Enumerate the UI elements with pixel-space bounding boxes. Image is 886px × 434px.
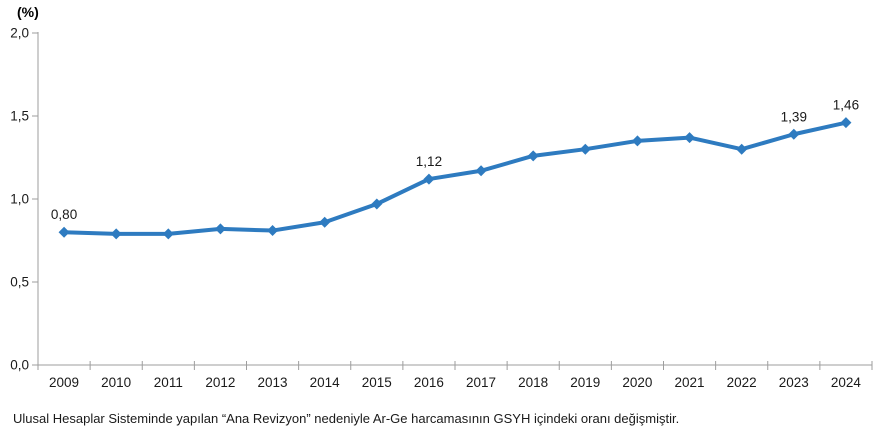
data-point-2015 [371,198,383,210]
data-point-2012 [214,223,226,235]
x-axis-tick-label-2015: 2015 [362,375,392,390]
y-axis-tick-label: 1,0 [10,192,29,207]
data-label-2024: 1,46 [833,98,859,113]
data-point-2010 [110,228,122,240]
x-axis-tick-label-2018: 2018 [518,375,548,390]
data-line [62,120,848,236]
x-axis-tick-label-2021: 2021 [675,375,705,390]
data-point-2011 [162,228,174,240]
data-point-2014 [319,216,331,228]
y-axis-tick-label: 0,0 [10,358,29,373]
x-axis-tick-label-2019: 2019 [570,375,600,390]
x-axis-tick-label-2017: 2017 [466,375,496,390]
data-point-2017 [475,165,487,177]
y-axis-tick-label: 0,5 [10,275,29,290]
data-point-2016 [423,173,435,185]
x-axis-tick-label-2013: 2013 [258,375,288,390]
footnote: Ulusal Hesaplar Sisteminde yapılan “Ana … [13,411,680,426]
x-axis-tick-label-2009: 2009 [49,375,79,390]
x-axis-tick-label-2016: 2016 [414,375,444,390]
data-point-2022 [736,143,748,155]
x-axis-tick-label-2024: 2024 [831,375,862,390]
data-point-2019 [579,143,591,155]
x-axis-tick-label-2012: 2012 [205,375,235,390]
data-point-2013 [267,225,279,237]
x-axis-tick-label-2023: 2023 [779,375,809,390]
data-label-2023: 1,39 [781,109,807,124]
x-axis-tick-label-2014: 2014 [310,375,341,390]
x-axis-tick-label-2022: 2022 [727,375,757,390]
x-axis-tick-label-2010: 2010 [101,375,131,390]
data-point-2023 [788,128,800,140]
data-point-2021 [684,132,696,144]
line-chart: 0,0 0,5 1,0 1,5 2,0 2009 2010 2011 2012 2013 2014 2… [10,26,873,390]
data-point-2018 [527,150,539,162]
y-axis-unit-title: (%) [17,4,39,20]
y-axis-tick-label: 1,5 [10,109,29,124]
data-label-2016: 1,12 [416,154,442,169]
data-label-2009: 0,80 [51,207,77,222]
data-point-2009 [58,226,70,238]
y-axis-tick-label: 2,0 [10,26,29,41]
x-axis-tick-label-2011: 2011 [154,375,183,390]
data-point-2020 [631,135,643,147]
x-axis-tick-label-2020: 2020 [622,375,652,390]
data-point-2024 [840,117,852,129]
